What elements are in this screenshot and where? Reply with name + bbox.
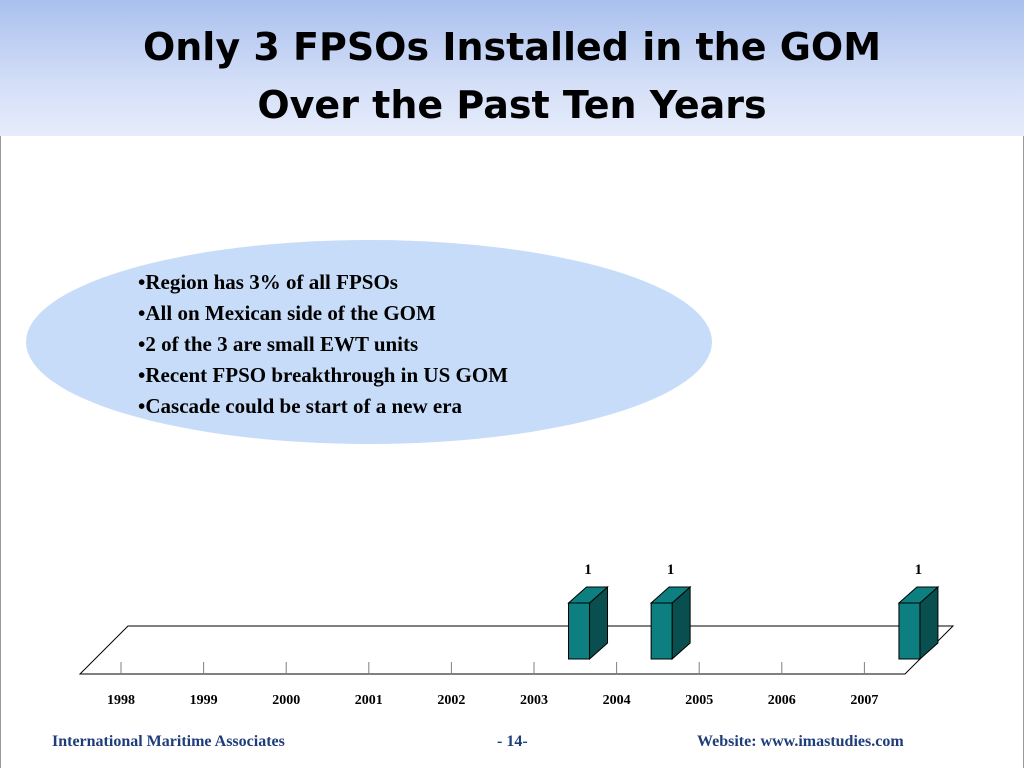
title-line-2: Over the Past Ten Years <box>257 83 767 127</box>
data-label: 1 <box>584 562 592 578</box>
bar-front <box>568 602 591 660</box>
x-axis-tick-label: 1999 <box>190 693 218 708</box>
data-label: 1 <box>667 562 675 578</box>
bar-front <box>898 602 921 660</box>
footer-organization: International Maritime Associates <box>52 733 285 750</box>
callout-bullet: Cascade could be start of a new era <box>138 391 508 422</box>
callout-bullet: Recent FPSO breakthrough in US GOM <box>138 360 508 391</box>
x-axis-tick-label: 2005 <box>685 693 713 708</box>
footer-page-number: - 14- <box>497 733 528 750</box>
page-title: Only 3 FPSOs Installed in the GOM Over t… <box>0 18 1024 134</box>
callout-bullet: All on Mexican side of the GOM <box>138 298 508 329</box>
x-axis-tick-label: 2001 <box>355 693 383 708</box>
callout-bullet-list: Region has 3% of all FPSOs All on Mexica… <box>138 267 508 422</box>
x-axis-tick-label: 2000 <box>272 693 300 708</box>
bar <box>897 585 940 661</box>
x-axis-labels: 1998 1999 2000 2001 2002 2003 2004 2005 2006 2007 <box>107 693 878 708</box>
chart-floor <box>78 625 955 675</box>
footer-website: Website: www.imastudies.com <box>697 733 904 750</box>
x-axis-tick-label: 2004 <box>603 693 631 708</box>
bar <box>649 585 692 661</box>
title-band <box>0 0 1024 136</box>
data-labels: 1 1 1 <box>584 562 922 578</box>
x-axis-tick-label: 1998 <box>107 693 135 708</box>
x-axis-tick-label: 2003 <box>520 693 548 708</box>
bar-front <box>650 602 673 660</box>
bar-series <box>567 585 940 661</box>
x-axis-ticks <box>120 662 865 674</box>
x-axis-tick-label: 2002 <box>437 693 465 708</box>
callout-bullet: Region has 3% of all FPSOs <box>138 267 508 298</box>
x-axis-tick-label: 2007 <box>850 693 878 708</box>
callout-bullet: 2 of the 3 are small EWT units <box>138 329 508 360</box>
title-line-1: Only 3 FPSOs Installed in the GOM <box>142 25 882 69</box>
bar <box>567 585 609 661</box>
x-axis-tick-label: 2006 <box>768 693 796 708</box>
data-label: 1 <box>915 562 923 578</box>
